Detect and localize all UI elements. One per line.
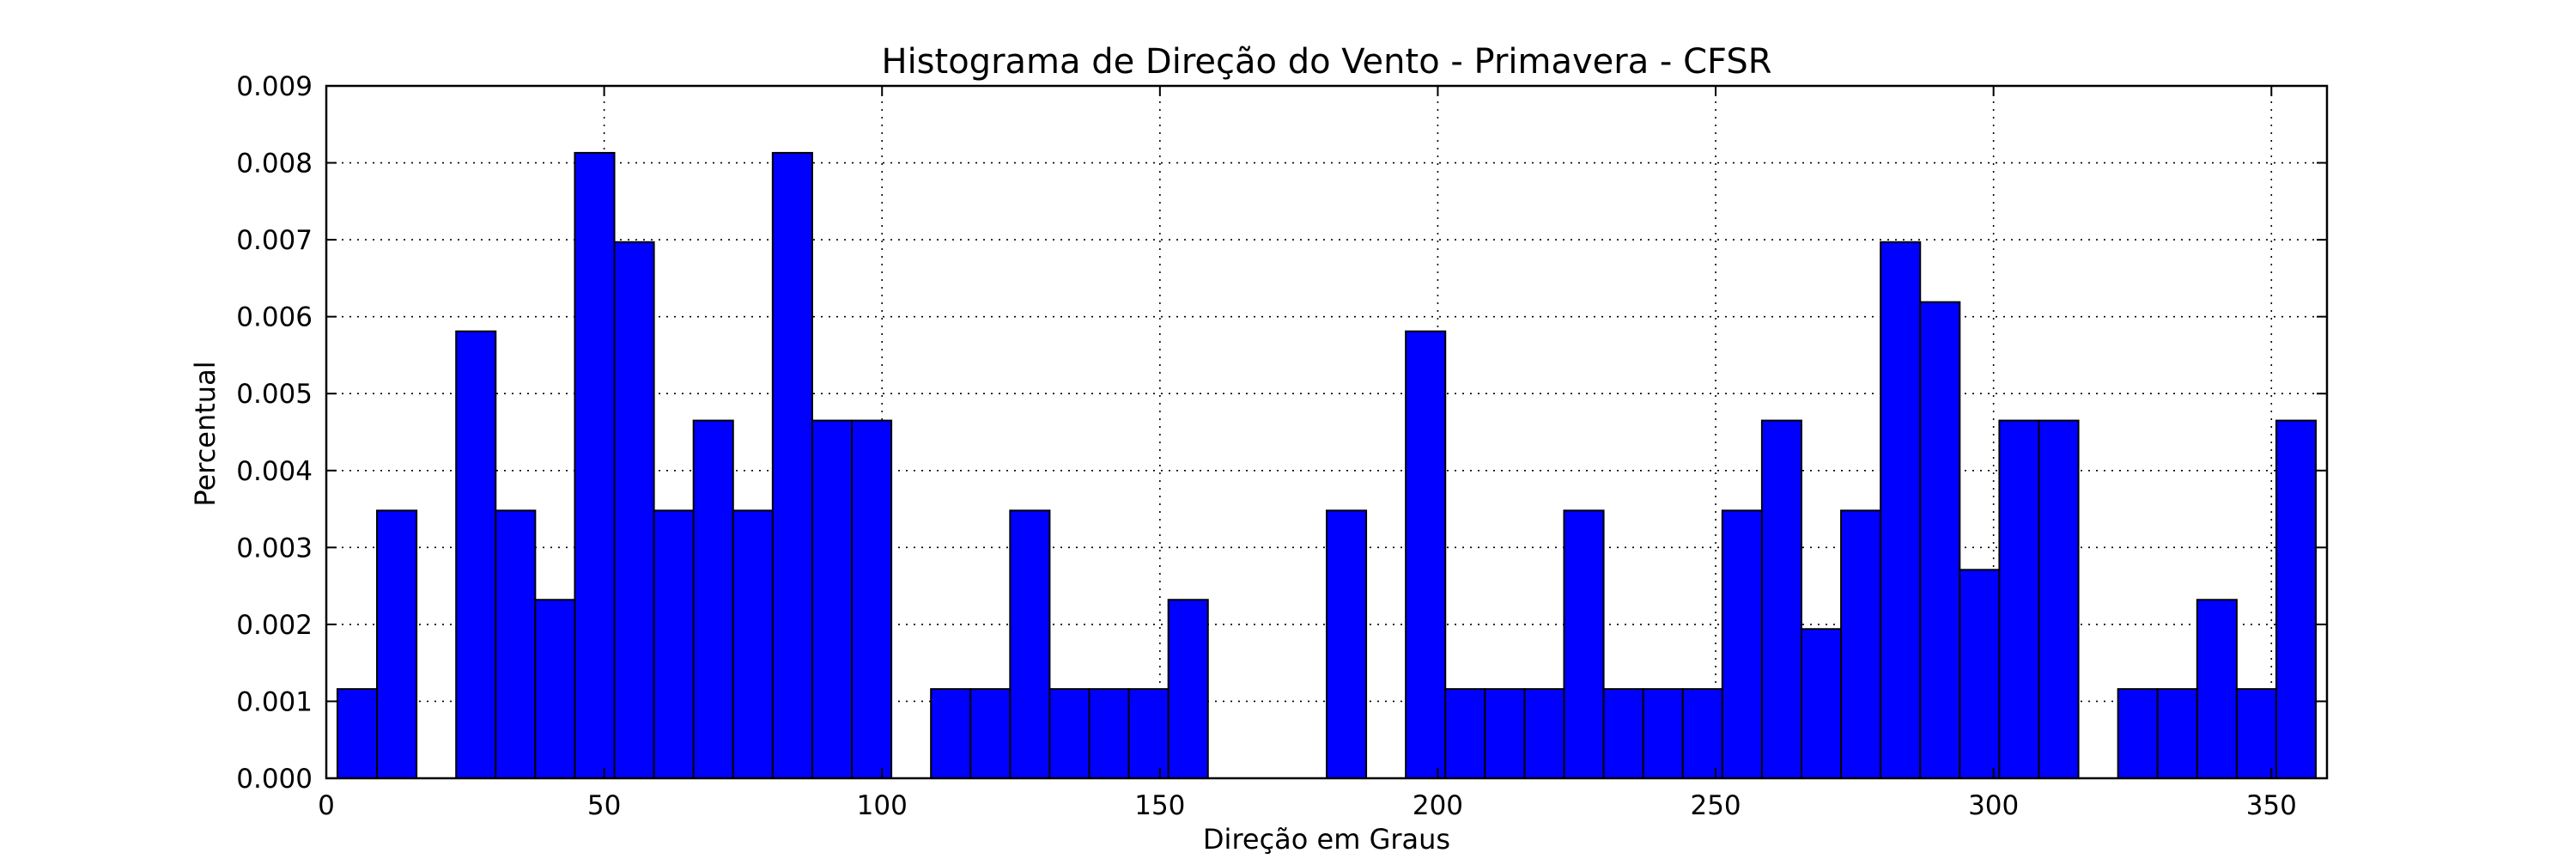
y-axis-label: Percentual (189, 361, 222, 506)
histogram-bar (653, 509, 695, 779)
histogram-bar (1602, 688, 1644, 779)
histogram-bar (1919, 301, 1961, 779)
histogram-bar (1681, 688, 1723, 779)
y-tick-label: 0.002 (236, 610, 313, 641)
histogram-bar (1405, 330, 1447, 779)
histogram-bar (2275, 419, 2318, 779)
histogram-bar (495, 509, 537, 779)
y-tick-label: 0.008 (236, 149, 313, 180)
x-tick-label: 350 (2246, 790, 2297, 821)
histogram-bar (1563, 509, 1605, 779)
x-tick-label: 200 (1413, 790, 1463, 821)
y-tick-label: 0.004 (236, 456, 313, 487)
histogram-bar (574, 151, 616, 779)
histogram-bar (771, 151, 813, 779)
histogram-bar (1721, 509, 1763, 779)
histogram-bar (1840, 509, 1882, 779)
x-tick-label: 100 (857, 790, 908, 821)
histogram-bar (613, 241, 655, 779)
histogram-bar (1998, 419, 2040, 779)
y-tick-label: 0.003 (236, 533, 313, 564)
histogram-bar (811, 419, 854, 779)
histogram-bar (1326, 509, 1368, 779)
y-tick-label: 0.009 (236, 71, 313, 102)
y-tick-label: 0.000 (236, 764, 313, 795)
histogram-bar (376, 509, 418, 779)
histogram-bar (1760, 419, 1802, 779)
histogram-bar (534, 599, 576, 780)
histogram-bar (692, 419, 734, 779)
x-axis-tick-labels: 0 50 100 150 200 250 300 350 (318, 790, 2297, 821)
histogram-bar (1800, 628, 1843, 779)
histogram-bar (1009, 509, 1051, 779)
histogram-bars (336, 151, 2318, 780)
y-tick-label: 0.006 (236, 302, 313, 333)
histogram-bar (1880, 241, 1922, 779)
x-tick-label: 150 (1134, 790, 1185, 821)
histogram-bar (455, 330, 497, 779)
chart-title: Histograma de Direção do Vento - Primave… (881, 42, 1771, 82)
histogram-bar (1642, 688, 1684, 779)
x-tick-label: 250 (1690, 790, 1741, 821)
y-tick-label: 0.005 (236, 379, 313, 410)
histogram-bar (2156, 688, 2198, 779)
histogram-bar (732, 509, 774, 779)
x-tick-label: 300 (1968, 790, 2019, 821)
histogram-bar (930, 688, 972, 779)
histogram-bar (1444, 688, 1486, 779)
histogram-bar (1088, 688, 1130, 779)
x-tick-label: 50 (587, 790, 621, 821)
histogram-bar (1959, 569, 2001, 779)
y-axis-tick-labels: 0.000 0.001 0.002 0.003 0.004 0.005 0.006 0.007… (236, 71, 313, 795)
y-tick-label: 0.007 (236, 225, 313, 256)
histogram-bar (1167, 599, 1209, 780)
histogram-bar (1048, 688, 1091, 779)
histogram-bar (1523, 688, 1565, 779)
histogram-bar (969, 688, 1012, 779)
plot-frame (325, 84, 2329, 780)
x-axis-label: Direção em Graus (1203, 823, 1450, 856)
histogram-bar (1484, 688, 1526, 779)
x-tick-label: 0 (318, 790, 335, 821)
histogram-bar (851, 419, 893, 779)
histogram-bar (2117, 688, 2159, 779)
axis-ticks (325, 85, 2327, 779)
histogram-bar (1127, 688, 1170, 779)
histogram-bar (2196, 599, 2238, 780)
histogram-bar (2235, 688, 2277, 779)
y-tick-label: 0.001 (236, 686, 313, 717)
histogram-bar (2038, 419, 2080, 779)
histogram-bar (336, 688, 379, 779)
